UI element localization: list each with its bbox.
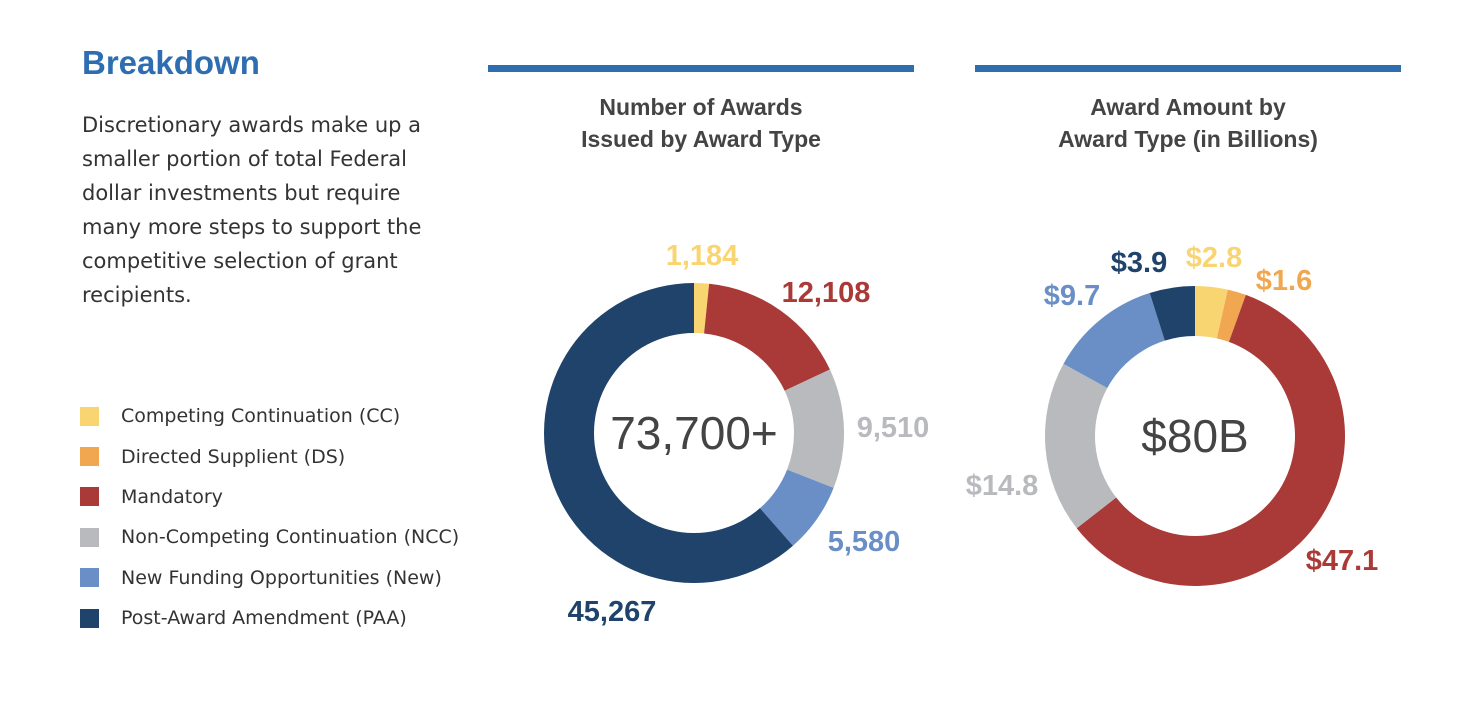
chart-1-title-line2: Issued by Award Type [581, 126, 821, 152]
chart-2-slice [1076, 294, 1345, 586]
legend-label: New Funding Opportunities (New) [121, 566, 442, 589]
legend-item: Non-Competing Continuation (NCC) [80, 517, 459, 557]
legend-swatch [80, 487, 99, 507]
legend-swatch [80, 447, 99, 467]
chart-1-slice [694, 283, 710, 334]
chart-2-title-line1: Award Amount by [1090, 94, 1286, 120]
chart-2-center-label: $80B [1141, 410, 1248, 462]
legend-label: Competing Continuation (CC) [121, 405, 401, 428]
legend-item: Competing Continuation (CC) [80, 396, 459, 436]
description: Discretionary awards make up a smaller p… [82, 113, 422, 307]
legend-label: Post-Award Amendment (PAA) [121, 607, 407, 630]
legend-item: Post-Award Amendment (PAA) [80, 598, 459, 638]
chart-1-slice [704, 283, 830, 391]
chart-1-data-label: 9,510 [857, 412, 930, 444]
chart-1-title: Number of Awards Issued by Award Type [488, 91, 914, 155]
legend-label: Directed Supplient (DS) [121, 445, 346, 468]
chart-2-data-label: $14.8 [966, 470, 1039, 502]
chart-1-divider [488, 65, 914, 72]
chart-1-title-line1: Number of Awards [599, 94, 803, 120]
chart-2-slice [1195, 286, 1228, 339]
page-title: Breakdown [82, 44, 260, 81]
legend-swatch [80, 406, 99, 426]
legend-label: Mandatory [121, 485, 223, 508]
legend: Competing Continuation (CC) Directed Supp… [80, 396, 459, 638]
chart-1-slice [784, 369, 845, 488]
chart-1-data-label: 45,267 [568, 596, 657, 628]
chart-2-data-label: $9.7 [1044, 280, 1100, 312]
legend-swatch [80, 527, 99, 547]
chart-1-data-label: 5,580 [828, 526, 901, 558]
legend-item: Mandatory [80, 477, 459, 517]
legend-swatch [80, 568, 99, 588]
chart-1-center-label: 73,700+ [610, 407, 778, 459]
chart-2-slice [1216, 289, 1246, 342]
chart-2-slice [1045, 363, 1117, 529]
chart-2-divider [975, 65, 1401, 72]
chart-1-data-label: 12,108 [782, 277, 871, 309]
legend-swatch [80, 608, 99, 628]
chart-2-data-label: $2.8 [1186, 242, 1242, 274]
chart-2-slice [1149, 286, 1195, 341]
legend-item: Directed Supplient (DS) [80, 436, 459, 476]
chart-1-slice [759, 469, 834, 546]
chart-1-slice [544, 283, 793, 583]
chart-2-title-line2: Award Type (in Billions) [1058, 126, 1318, 152]
chart-2-data-label: $47.1 [1306, 545, 1379, 577]
chart-1-data-label: 1,184 [666, 240, 739, 272]
chart-2-data-label: $1.6 [1256, 265, 1312, 297]
chart-2-title: Award Amount by Award Type (in Billions) [975, 91, 1401, 155]
chart-2-slice [1063, 292, 1165, 388]
chart-2-data-label: $3.9 [1111, 247, 1167, 279]
legend-label: Non-Competing Continuation (NCC) [121, 526, 460, 549]
legend-item: New Funding Opportunities (New) [80, 558, 459, 598]
